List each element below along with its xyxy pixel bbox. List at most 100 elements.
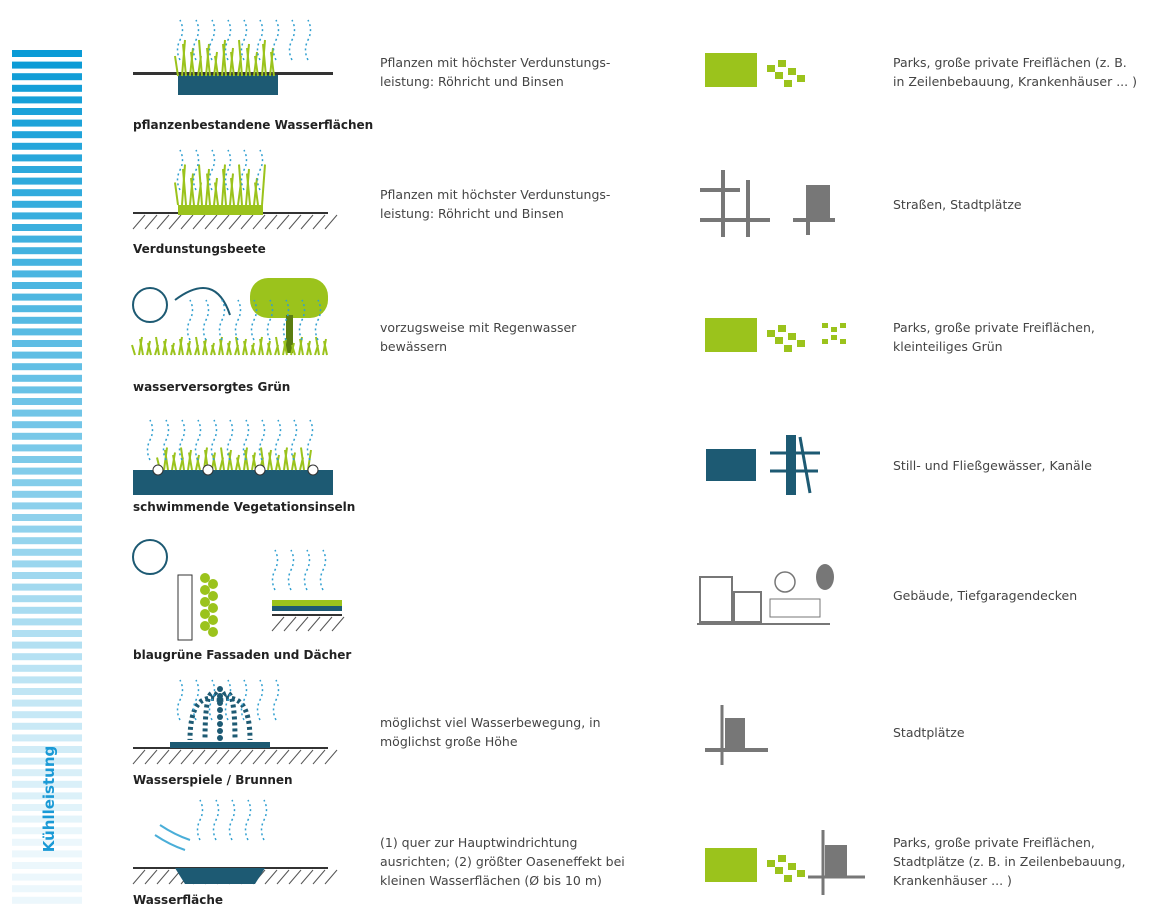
stripe	[12, 386, 82, 393]
shape	[786, 435, 796, 495]
shape	[775, 72, 783, 79]
usage-line: Gebäude, Tiefgaragendecken	[893, 586, 1077, 605]
usage-line: Still- und Fließgewässer, Kanäle	[893, 456, 1092, 475]
vapor	[258, 20, 263, 60]
shape	[178, 575, 192, 640]
shape	[706, 449, 756, 481]
stripe	[12, 282, 82, 289]
stripe	[12, 549, 82, 556]
stripe	[12, 456, 82, 463]
shape	[178, 205, 263, 215]
stripe	[12, 444, 82, 451]
hatch	[181, 750, 193, 764]
hatch	[217, 215, 229, 229]
hatch	[133, 870, 145, 884]
hatch	[301, 870, 313, 884]
vapor	[178, 150, 183, 190]
hatch	[145, 215, 157, 229]
stripe	[12, 154, 82, 161]
stripe	[12, 862, 82, 869]
hatch	[169, 215, 181, 229]
description-line: Pflanzen mit höchster Verdunstungs-	[380, 185, 610, 204]
shape	[800, 437, 810, 493]
hatch	[205, 750, 217, 764]
shape	[208, 627, 218, 637]
row-label: Wasserfläche	[133, 893, 223, 907]
stripe	[12, 247, 82, 254]
stripe	[12, 607, 82, 614]
hatch	[133, 750, 145, 764]
grass	[262, 165, 265, 206]
hatch	[265, 215, 277, 229]
vapor	[178, 20, 183, 60]
hatch	[181, 215, 193, 229]
description-line: leistung: Röhricht und Binsen	[380, 204, 564, 223]
hatch	[133, 215, 145, 229]
hatch	[205, 215, 217, 229]
shape	[840, 339, 846, 344]
hatch	[320, 617, 332, 631]
hatch	[272, 617, 284, 631]
hatch	[301, 750, 313, 764]
page: Kühlleistung (() => { const data = JSON.…	[0, 0, 1149, 912]
shape	[217, 686, 223, 692]
shape	[208, 579, 218, 589]
vapor	[321, 550, 326, 590]
shape	[217, 742, 223, 748]
shape	[784, 345, 792, 352]
shape	[175, 868, 265, 884]
stripe	[12, 885, 82, 892]
stripe	[12, 224, 82, 231]
hatch	[325, 215, 337, 229]
stripe	[12, 491, 82, 498]
stripe	[12, 317, 82, 324]
shape	[705, 848, 757, 882]
row-label: Wasserspiele / Brunnen	[133, 773, 293, 787]
shape	[797, 870, 805, 877]
stripe	[12, 630, 82, 637]
shape	[217, 707, 223, 713]
stripe	[12, 294, 82, 301]
stripe	[12, 502, 82, 509]
grass	[132, 345, 135, 355]
hatch	[277, 215, 289, 229]
vapor	[276, 420, 281, 460]
stripe	[12, 398, 82, 405]
stripe	[12, 897, 82, 904]
stripe	[12, 479, 82, 486]
shape	[308, 465, 318, 475]
vapor	[198, 800, 203, 840]
shape	[840, 323, 846, 328]
vapor	[204, 300, 209, 340]
vapor	[274, 20, 279, 60]
shape	[217, 714, 223, 720]
shape	[775, 867, 783, 874]
vapor	[242, 20, 247, 60]
hatch	[277, 870, 289, 884]
description-line: Pflanzen mit höchster Verdunstungs-	[380, 53, 610, 72]
hatch	[217, 750, 229, 764]
hatch	[332, 617, 344, 631]
shape	[831, 327, 837, 332]
shape	[778, 325, 786, 332]
stripe	[12, 340, 82, 347]
stripe	[12, 468, 82, 475]
shape	[155, 825, 190, 850]
hatch	[265, 870, 277, 884]
hatch	[229, 215, 241, 229]
usage-line: kleinteiliges Grün	[893, 337, 1003, 356]
stripe	[12, 120, 82, 127]
hatch	[145, 870, 157, 884]
shape	[200, 621, 210, 631]
shape	[784, 875, 792, 882]
hatch	[193, 215, 205, 229]
hatch	[308, 617, 320, 631]
shape	[788, 333, 796, 340]
shape	[816, 564, 834, 590]
stripe	[12, 676, 82, 683]
stripe	[12, 688, 82, 695]
row-label: Verdunstungsbeete	[133, 242, 266, 256]
shape	[255, 465, 265, 475]
vapor	[258, 150, 263, 190]
description-line: vorzugsweise mit Regenwasser	[380, 318, 576, 337]
